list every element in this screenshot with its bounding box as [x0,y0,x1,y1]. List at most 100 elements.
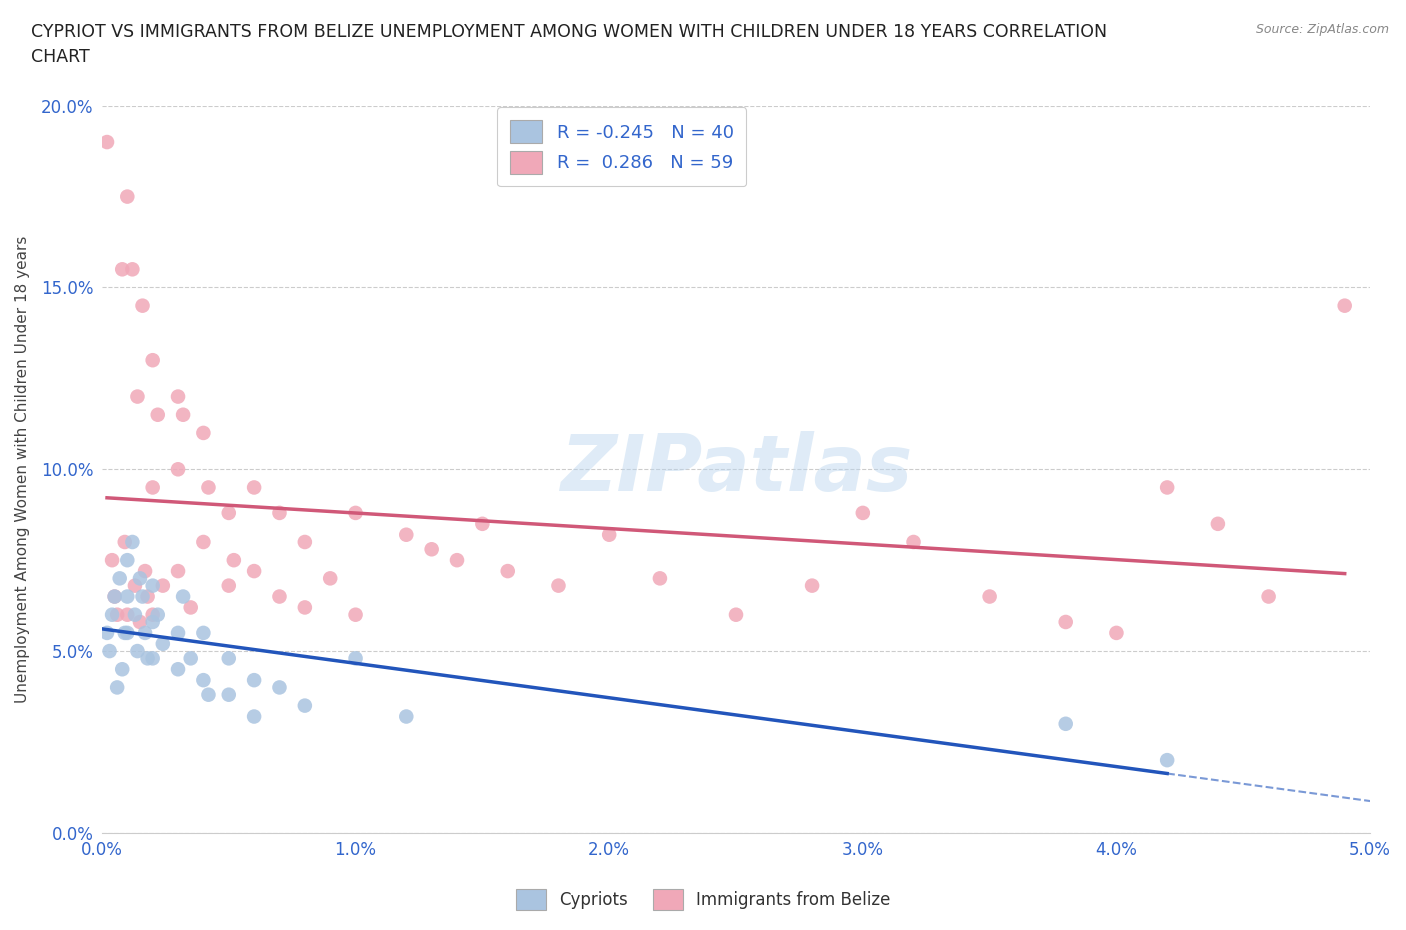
Point [903,535,925,550]
Point [114,626,136,641]
Point [1054,615,1077,630]
Point [197,480,219,495]
Point [134,626,156,641]
Point [96,135,118,150]
Point [979,589,1001,604]
Point [108,571,131,586]
Point [142,607,165,622]
Legend: Cypriots, Immigrants from Belize: Cypriots, Immigrants from Belize [509,883,897,917]
Point [496,564,519,578]
Point [129,615,152,630]
Point [180,600,202,615]
Point [96,626,118,641]
Point [105,607,128,622]
Point [105,680,128,695]
Point [117,626,139,641]
Text: Source: ZipAtlas.com: Source: ZipAtlas.com [1256,23,1389,36]
Point [101,552,124,567]
Point [146,407,169,422]
Point [131,589,153,604]
Point [395,709,418,724]
Point [193,672,215,687]
Point [172,589,194,604]
Point [222,552,245,567]
Point [269,589,291,604]
Point [344,607,367,622]
Text: CYPRIOT VS IMMIGRANTS FROM BELIZE UNEMPLOYMENT AMONG WOMEN WITH CHILDREN UNDER 1: CYPRIOT VS IMMIGRANTS FROM BELIZE UNEMPL… [31,23,1107,66]
Point [395,527,418,542]
Point [167,626,190,641]
Point [111,662,134,677]
Point [98,644,121,658]
Legend: R = -0.245   N = 40, R =  0.286   N = 59: R = -0.245 N = 40, R = 0.286 N = 59 [498,108,747,186]
Point [193,535,215,550]
Point [1054,716,1077,731]
Point [446,552,468,567]
Point [218,651,240,666]
Point [121,535,143,550]
Point [117,589,139,604]
Point [598,527,620,542]
Y-axis label: Unemployment Among Women with Children Under 18 years: Unemployment Among Women with Children U… [15,235,30,703]
Point [142,615,165,630]
Point [180,651,202,666]
Point [1206,516,1229,531]
Point [152,578,174,593]
Point [104,589,127,604]
Point [167,462,190,477]
Point [243,564,266,578]
Point [1333,299,1355,313]
Point [129,571,152,586]
Point [344,651,367,666]
Point [420,542,443,557]
Point [117,189,139,204]
Point [648,571,671,586]
Point [117,552,139,567]
Point [294,535,316,550]
Point [269,680,291,695]
Point [193,426,215,441]
Point [124,607,146,622]
Point [243,480,266,495]
Point [218,578,240,593]
Point [152,636,174,651]
Point [142,651,165,666]
Point [1257,589,1279,604]
Point [724,607,747,622]
Point [852,506,875,521]
Point [134,564,156,578]
Point [104,589,127,604]
Point [114,535,136,550]
Point [117,607,139,622]
Point [142,578,165,593]
Point [1105,626,1128,641]
Point [127,389,149,404]
Point [197,687,219,702]
Point [193,626,215,641]
Point [142,480,165,495]
Point [146,607,169,622]
Point [1156,480,1178,495]
Point [547,578,569,593]
Point [1156,752,1178,767]
Point [801,578,824,593]
Point [218,506,240,521]
Point [167,564,190,578]
Point [243,672,266,687]
Point [142,352,165,367]
Point [127,644,149,658]
Point [294,698,316,713]
Point [121,262,143,277]
Point [124,578,146,593]
Point [344,506,367,521]
Point [167,389,190,404]
Point [294,600,316,615]
Point [319,571,342,586]
Point [243,709,266,724]
Point [101,607,124,622]
Point [131,299,153,313]
Point [136,651,159,666]
Point [471,516,494,531]
Text: ZIPatlas: ZIPatlas [560,432,912,507]
Point [111,262,134,277]
